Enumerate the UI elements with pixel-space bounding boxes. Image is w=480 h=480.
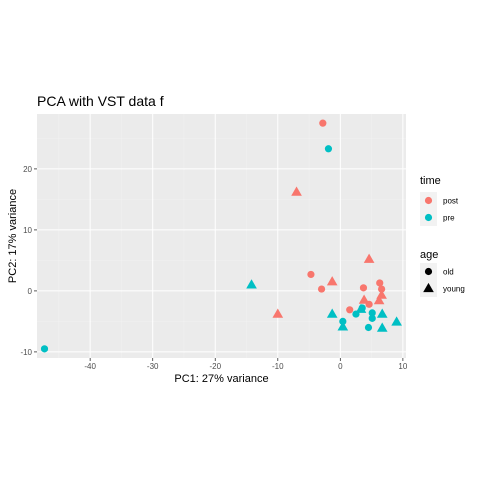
- legend-pre-label: pre: [443, 214, 455, 223]
- legend-post-label: post: [443, 197, 459, 206]
- data-point-post-young: [326, 276, 338, 286]
- data-point-pre-young: [337, 321, 349, 331]
- data-point-post-young: [272, 308, 284, 318]
- data-point-post-old: [346, 306, 354, 314]
- data-point-pre-young: [326, 308, 338, 318]
- x-tick-label: -20: [209, 362, 221, 371]
- data-point-pre-young: [376, 308, 388, 318]
- data-points: [40, 119, 402, 353]
- x-tick-labels: -40 -30 -20 -10 0 10: [84, 362, 407, 371]
- legend-old-swatch: [424, 267, 433, 276]
- y-tick-label: 0: [28, 287, 33, 296]
- data-point-pre-old: [324, 145, 333, 153]
- data-point-post-old: [378, 285, 386, 293]
- grid-major: [37, 114, 406, 358]
- data-point-post-young: [358, 294, 370, 304]
- data-point-pre-young: [391, 316, 402, 326]
- x-tick-label: 10: [398, 362, 407, 371]
- y-tick-label: -10: [20, 348, 32, 357]
- y-tick-label: 20: [23, 165, 32, 174]
- y-axis-title: PC2: 17% variance: [7, 189, 19, 283]
- data-point-post-old: [319, 119, 327, 127]
- x-tick-label: -10: [272, 362, 284, 371]
- legend-young-label: young: [443, 285, 465, 294]
- legend-time: time post pre: [420, 175, 459, 226]
- legend-young-swatch: [423, 282, 434, 293]
- data-point-post-young: [373, 295, 385, 305]
- data-point-pre-young: [376, 322, 388, 332]
- data-point-post-old: [359, 284, 368, 292]
- legend-old-label: old: [443, 268, 454, 277]
- data-point-post-old: [376, 279, 384, 287]
- plot-panel: [37, 114, 406, 358]
- legend-time-title: time: [420, 175, 441, 187]
- data-point-pre-old: [368, 314, 376, 322]
- data-point-post-young: [363, 253, 375, 263]
- legend-age: age old young: [420, 249, 465, 297]
- legend-post-swatch: [424, 196, 433, 205]
- x-axis-title: PC1: 27% variance: [174, 373, 268, 385]
- data-point-post-old: [317, 285, 326, 293]
- y-tick-labels: -10 0 10 20: [20, 165, 32, 357]
- data-point-post-old: [365, 300, 373, 308]
- data-point-post-old: [307, 270, 315, 279]
- legend-age-title: age: [420, 249, 438, 261]
- data-point-pre-young: [355, 303, 367, 313]
- data-point-pre-old: [40, 345, 49, 353]
- data-point-pre-old: [352, 310, 360, 318]
- y-tick-label: 10: [23, 226, 32, 235]
- axis-ticks: [34, 168, 404, 361]
- data-point-pre-old: [368, 309, 376, 317]
- data-point-post-young: [291, 186, 302, 196]
- x-tick-label: -40: [84, 362, 96, 371]
- legend-pre-swatch: [424, 213, 433, 222]
- x-tick-label: -30: [147, 362, 159, 371]
- x-tick-label: 0: [338, 362, 343, 371]
- data-point-pre-old: [364, 323, 373, 332]
- data-point-pre-young: [246, 279, 257, 289]
- chart-title: PCA with VST data f: [37, 93, 164, 109]
